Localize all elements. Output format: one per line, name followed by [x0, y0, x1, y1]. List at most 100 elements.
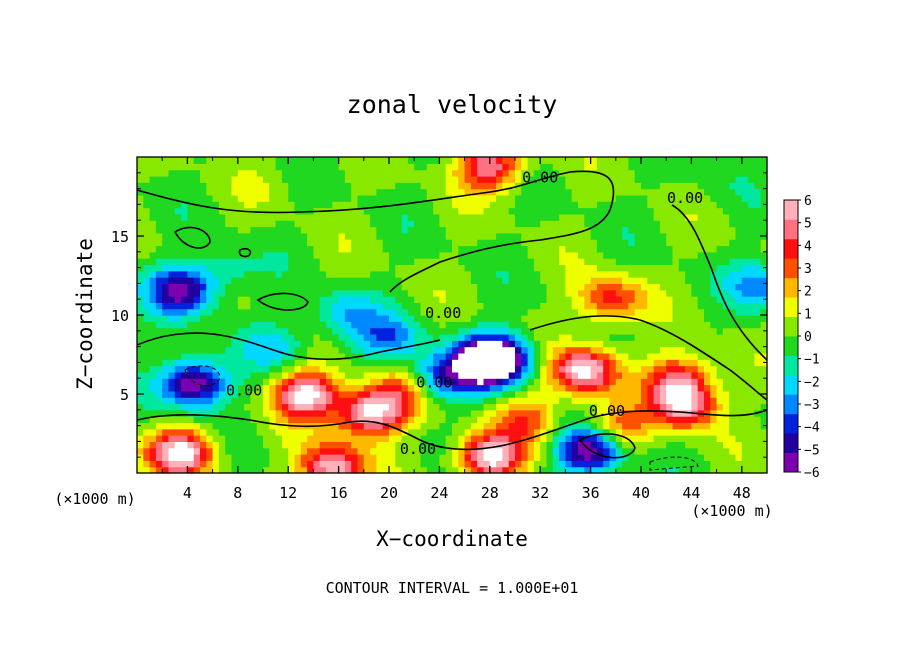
heatmap-cell: [376, 352, 384, 360]
heatmap-cell: [603, 201, 611, 209]
heatmap-cell: [634, 207, 642, 215]
heatmap-cell: [319, 302, 327, 310]
heatmap-cell: [218, 378, 226, 386]
heatmap-cell: [722, 447, 730, 455]
heatmap-cell: [155, 397, 163, 405]
heatmap-cell: [458, 321, 466, 329]
heatmap-cell: [653, 327, 661, 335]
heatmap-cell: [546, 327, 554, 335]
heatmap-cell: [748, 428, 755, 436]
heatmap-cell: [754, 340, 762, 348]
heatmap-cell: [678, 232, 686, 240]
heatmap-cell: [168, 460, 176, 468]
heatmap-cell: [307, 283, 314, 291]
heatmap-cell: [552, 175, 560, 183]
heatmap-cell: [414, 327, 422, 335]
heatmap-cell: [521, 207, 529, 215]
heatmap-cell: [678, 384, 686, 392]
heatmap-cell: [489, 460, 497, 468]
heatmap-cell: [515, 213, 522, 221]
heatmap-cell: [678, 359, 686, 367]
heatmap-cell: [452, 264, 459, 272]
heatmap-cell: [426, 346, 434, 354]
heatmap-cell: [452, 277, 459, 284]
heatmap-cell: [628, 365, 636, 373]
heatmap-cell: [407, 460, 415, 468]
heatmap-cell: [237, 277, 245, 284]
heatmap-cell: [288, 220, 296, 228]
heatmap-cell: [445, 289, 453, 297]
heatmap-cell: [288, 340, 296, 348]
heatmap-cell: [489, 428, 497, 436]
heatmap-cell: [414, 352, 422, 360]
heatmap-cell: [263, 308, 270, 316]
heatmap-cell: [149, 359, 157, 367]
heatmap-cell: [162, 390, 170, 398]
heatmap-cell: [458, 188, 466, 196]
heatmap-cell: [603, 226, 611, 234]
heatmap-cell: [162, 359, 170, 367]
heatmap-cell: [578, 466, 585, 474]
heatmap-cell: [231, 258, 239, 266]
heatmap-cell: [244, 428, 251, 436]
heatmap-cell: [565, 194, 573, 202]
heatmap-cell: [307, 239, 314, 247]
heatmap-cell: [420, 308, 428, 316]
heatmap-cell: [193, 182, 201, 190]
heatmap-cell: [697, 194, 705, 202]
heatmap-cell: [622, 194, 629, 202]
heatmap-cell: [149, 239, 157, 247]
heatmap-cell: [250, 264, 258, 272]
heatmap-cell: [237, 157, 245, 164]
heatmap-cell: [439, 435, 447, 442]
heatmap-cell: [281, 409, 289, 417]
heatmap-cell: [458, 403, 466, 411]
heatmap-cell: [326, 460, 333, 468]
heatmap-cell: [565, 220, 573, 228]
heatmap-cell: [678, 213, 686, 221]
heatmap-cell: [401, 409, 409, 417]
heatmap-cell: [609, 441, 617, 449]
heatmap-cell: [496, 333, 503, 341]
heatmap-cell: [603, 270, 611, 278]
heatmap-cell: [559, 365, 566, 373]
heatmap-cell: [653, 239, 661, 247]
heatmap-cell: [376, 460, 384, 468]
heatmap-cell: [502, 409, 510, 417]
heatmap-cell: [502, 213, 510, 221]
heatmap-cell: [187, 201, 195, 209]
heatmap-cell: [452, 346, 459, 354]
heatmap-cell: [502, 390, 510, 398]
heatmap-cell: [376, 245, 384, 253]
heatmap-cell: [760, 226, 768, 234]
heatmap-cell: [515, 416, 522, 424]
heatmap-cell: [458, 447, 466, 455]
heatmap-cell: [338, 251, 346, 259]
heatmap-cell: [704, 277, 711, 284]
heatmap-cell: [288, 251, 296, 259]
heatmap-cell: [332, 239, 340, 247]
heatmap-cell: [250, 327, 258, 335]
heatmap-cell: [168, 397, 176, 405]
heatmap-cell: [672, 384, 680, 392]
heatmap-cell: [225, 371, 233, 379]
heatmap-cell: [634, 194, 642, 202]
heatmap-cell: [307, 188, 314, 196]
heatmap-cell: [206, 277, 214, 284]
heatmap-cell: [653, 409, 661, 417]
heatmap-cell: [414, 422, 422, 430]
heatmap-cell: [332, 220, 340, 228]
heatmap-cell: [533, 384, 541, 392]
heatmap-cell: [187, 422, 195, 430]
heatmap-cell: [319, 321, 327, 329]
heatmap-cell: [363, 365, 371, 373]
heatmap-cell: [590, 371, 598, 379]
heatmap-cell: [584, 428, 592, 436]
heatmap-cell: [527, 220, 535, 228]
heatmap-cell: [584, 201, 592, 209]
heatmap-cell: [609, 302, 617, 310]
heatmap-cell: [294, 258, 302, 266]
heatmap-cell: [162, 365, 170, 373]
heatmap-cell: [659, 397, 667, 405]
heatmap-cell: [263, 315, 270, 322]
